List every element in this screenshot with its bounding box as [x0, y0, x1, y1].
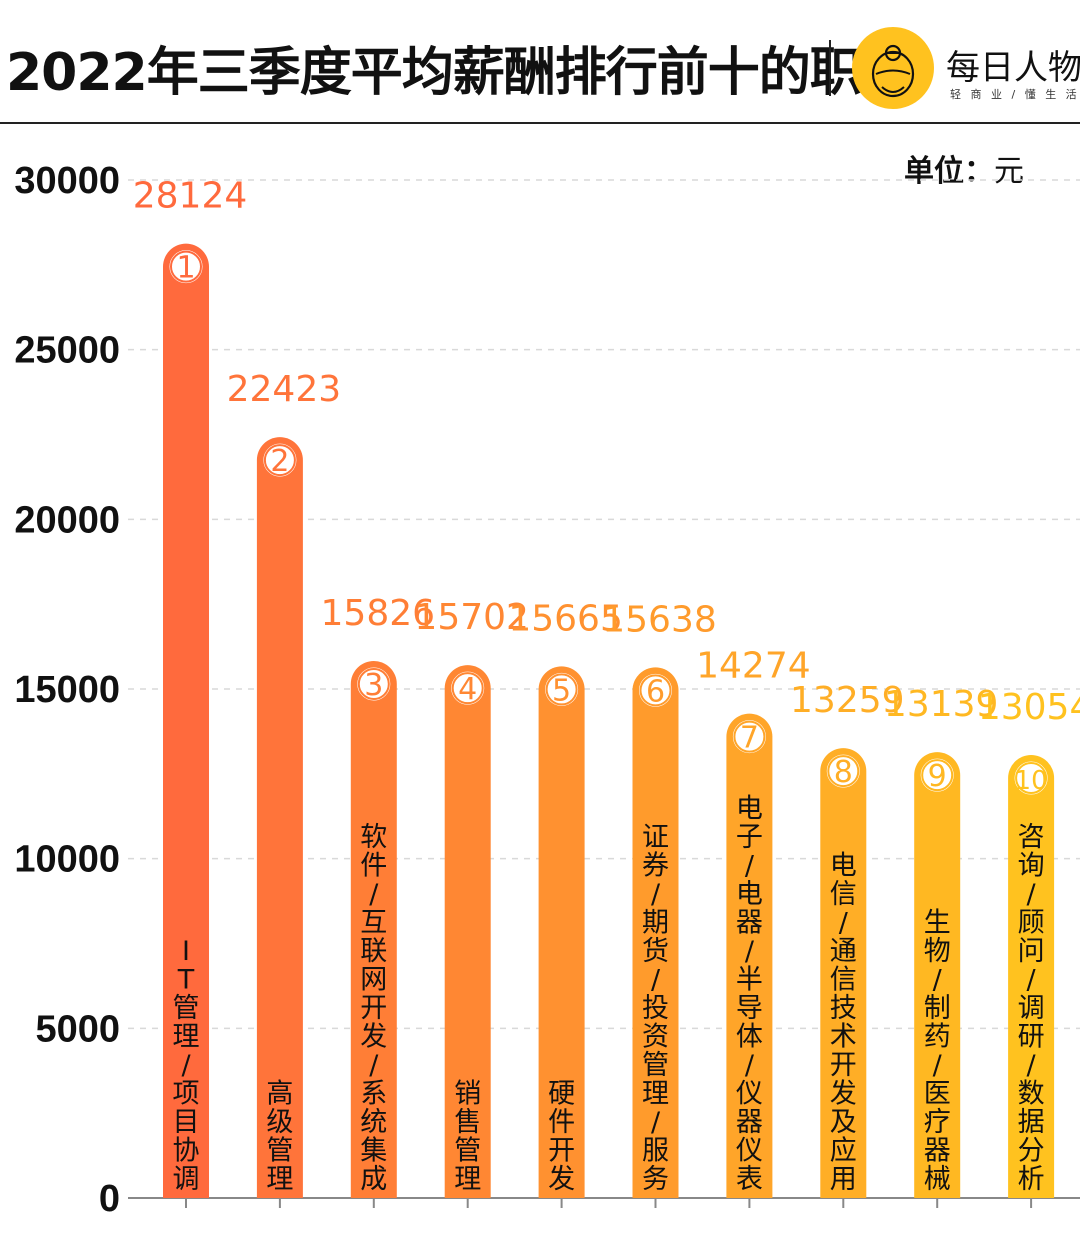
bar — [1008, 755, 1055, 1198]
rank-badge — [825, 753, 861, 789]
rank-badge-ring — [451, 672, 484, 705]
brand-name: 每日人物 — [946, 48, 1080, 88]
rank-badge — [638, 672, 673, 708]
unit-label: 单位：元 — [904, 146, 1024, 190]
rank-badge — [356, 666, 392, 702]
bar — [444, 665, 491, 1198]
header-rule — [0, 122, 1080, 124]
rank-number: 6 — [646, 674, 665, 709]
y-tick-label: 30000 — [14, 160, 120, 202]
rank-badge — [919, 757, 955, 793]
category-label: 生物/制药/医疗器械 — [924, 908, 951, 1196]
rank-number: 10 — [1015, 766, 1048, 796]
value-label: 15638 — [602, 599, 717, 640]
rank-badge — [450, 670, 486, 706]
rank-number: 2 — [270, 444, 289, 479]
rank-number: 4 — [458, 672, 477, 707]
category-label: 销售管理 — [454, 1079, 481, 1196]
category-label: 证券/期货/投资管理/服务 — [642, 822, 669, 1195]
logo-face-icon — [871, 44, 915, 98]
rank-number: 9 — [928, 759, 947, 794]
category-label: 电子/电器/半导体/仪器仪表 — [736, 794, 763, 1196]
bar — [820, 748, 867, 1198]
category-label: 硬件开发 — [548, 1079, 575, 1196]
rank-number: 7 — [740, 721, 759, 756]
bar — [632, 667, 679, 1198]
value-label: 13259 — [790, 680, 905, 721]
category-label: I T 管理/项目协调 — [173, 936, 200, 1195]
page-title: 2022年三季度平均薪酬排行前十的职位 — [6, 43, 913, 103]
unit-label-value: 元 — [994, 154, 1024, 189]
y-tick-label: 0 — [99, 1178, 120, 1220]
title-separator — [829, 40, 831, 96]
bar — [726, 713, 773, 1198]
y-tick-label: 15000 — [14, 669, 120, 711]
rank-badge — [731, 719, 767, 755]
rank-badge-ring — [263, 444, 296, 477]
value-label: 13139 — [884, 684, 999, 725]
bar — [538, 666, 585, 1198]
y-tick-label: 5000 — [35, 1008, 120, 1050]
rank-number: 8 — [834, 755, 853, 790]
bar — [914, 752, 961, 1198]
y-tick-label: 20000 — [14, 499, 120, 541]
value-label: 28124 — [133, 176, 248, 217]
category-label: 高级管理 — [266, 1079, 293, 1196]
value-label: 14274 — [696, 646, 811, 687]
value-label: 13054 — [978, 687, 1080, 728]
bar — [163, 243, 209, 1199]
y-tick-label: 10000 — [14, 839, 120, 881]
y-tick-label: 25000 — [14, 330, 120, 372]
rank-badge-ring — [733, 720, 766, 753]
category-label: 软件/互联网开发/系统集成 — [360, 822, 387, 1195]
unit-label-key: 单位： — [904, 154, 994, 189]
bar — [256, 437, 303, 1198]
rank-number: 5 — [552, 673, 571, 708]
value-label: 15826 — [321, 593, 436, 634]
brand-logo — [852, 27, 934, 109]
rank-badge-ring — [827, 755, 860, 788]
rank-badge-ring — [170, 250, 202, 283]
rank-badge-ring — [357, 667, 390, 700]
rank-badge — [1013, 760, 1049, 796]
rank-badge — [262, 442, 298, 478]
category-label: 咨询/顾问/调研/数据分析 — [1018, 822, 1045, 1195]
rank-number: 1 — [176, 251, 195, 286]
bar — [350, 660, 397, 1198]
category-label: 电信/通信技术开发及应用 — [830, 851, 857, 1196]
rank-number: 3 — [364, 668, 383, 703]
value-label: 15702 — [414, 597, 529, 638]
rank-badge-ring — [639, 674, 672, 707]
value-label: 15665 — [508, 598, 623, 639]
rank-badge — [544, 671, 580, 707]
rank-badge-ring — [921, 759, 954, 792]
value-label: 22423 — [227, 369, 342, 410]
rank-badge-ring — [1015, 762, 1048, 795]
brand-slogan: 轻 商 业 / 懂 生 活 — [950, 88, 1080, 101]
rank-badge — [168, 249, 204, 285]
rank-badge-ring — [545, 673, 578, 706]
